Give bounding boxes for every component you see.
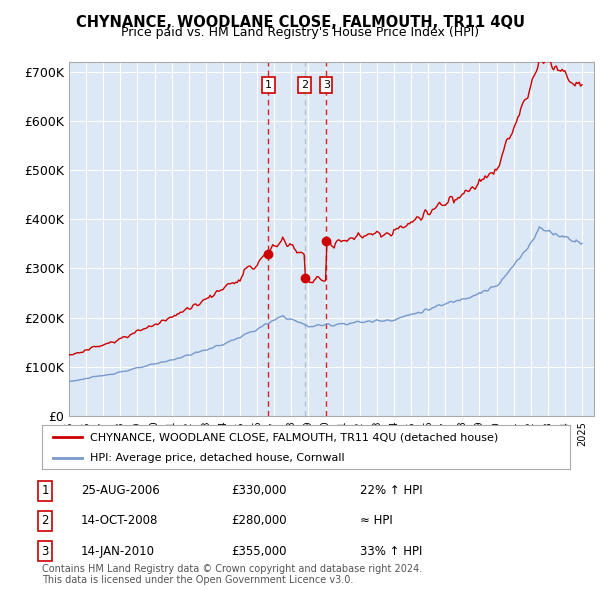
Text: 3: 3 <box>323 80 329 90</box>
Text: 25-AUG-2006: 25-AUG-2006 <box>81 484 160 497</box>
Text: 3: 3 <box>41 545 49 558</box>
Text: 1: 1 <box>41 484 49 497</box>
Text: 33% ↑ HPI: 33% ↑ HPI <box>360 545 422 558</box>
Text: £280,000: £280,000 <box>231 514 287 527</box>
Text: CHYNANCE, WOODLANE CLOSE, FALMOUTH, TR11 4QU: CHYNANCE, WOODLANE CLOSE, FALMOUTH, TR11… <box>76 15 524 30</box>
Text: 22% ↑ HPI: 22% ↑ HPI <box>360 484 422 497</box>
Text: £355,000: £355,000 <box>231 545 287 558</box>
Text: 1: 1 <box>265 80 272 90</box>
Text: CHYNANCE, WOODLANE CLOSE, FALMOUTH, TR11 4QU (detached house): CHYNANCE, WOODLANE CLOSE, FALMOUTH, TR11… <box>89 432 498 442</box>
Text: 2: 2 <box>301 80 308 90</box>
Text: ≈ HPI: ≈ HPI <box>360 514 393 527</box>
Text: Contains HM Land Registry data © Crown copyright and database right 2024.
This d: Contains HM Land Registry data © Crown c… <box>42 563 422 585</box>
Text: 14-JAN-2010: 14-JAN-2010 <box>81 545 155 558</box>
Text: Price paid vs. HM Land Registry's House Price Index (HPI): Price paid vs. HM Land Registry's House … <box>121 26 479 39</box>
Text: £330,000: £330,000 <box>231 484 287 497</box>
Text: 2: 2 <box>41 514 49 527</box>
Text: HPI: Average price, detached house, Cornwall: HPI: Average price, detached house, Corn… <box>89 453 344 463</box>
Text: 14-OCT-2008: 14-OCT-2008 <box>81 514 158 527</box>
